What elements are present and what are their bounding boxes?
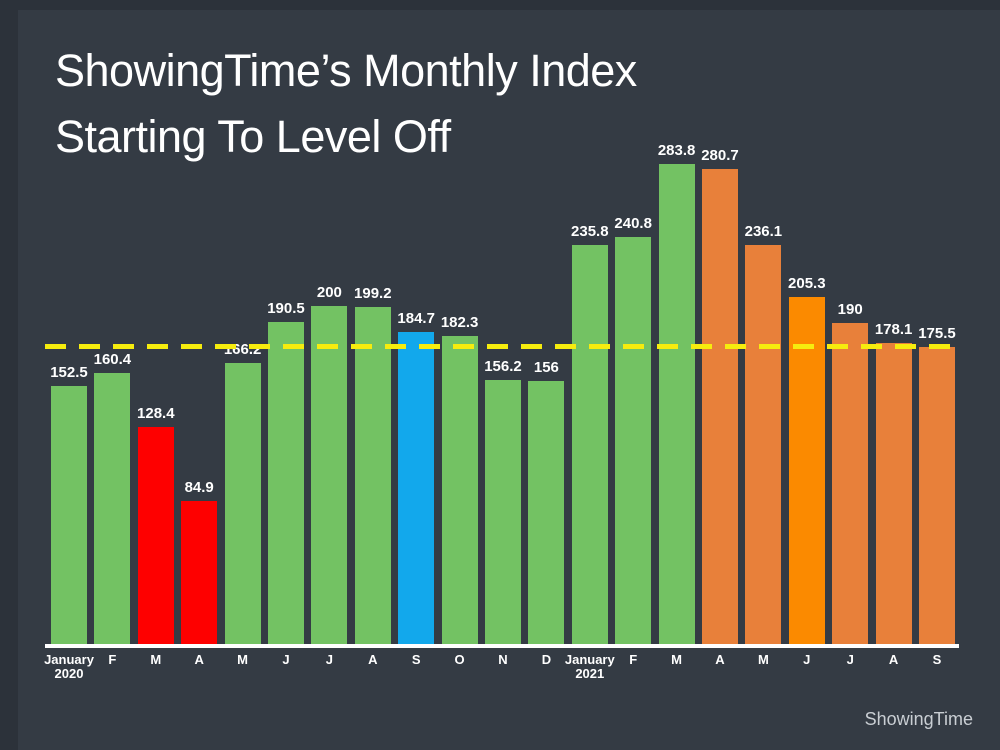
x-axis-label: D (541, 652, 552, 667)
bar-chart: 152.5 January 2020 160.4 F 128.4 M 84.9 A 166.2 M… (44, 142, 960, 681)
bar-value-label: 190.5 (267, 300, 305, 317)
bar-value-label: 200 (316, 284, 342, 301)
bar-j (788, 297, 825, 645)
slide-background: ShowingTime’s Monthly Index Starting To … (18, 10, 1000, 750)
bar-value-label: 160.4 (93, 351, 132, 368)
bar-o (441, 336, 478, 645)
bar-value-label: 236.1 (744, 223, 783, 240)
x-axis-label: J (325, 652, 333, 667)
bar-m (658, 164, 695, 645)
bar-s (398, 332, 435, 645)
x-axis-label: January 2021 (564, 652, 615, 681)
bar-m (224, 363, 261, 645)
showingtime-logo: ShowingTime (864, 709, 973, 729)
bar-value-label: 184.7 (397, 310, 435, 327)
x-axis-label: J (846, 652, 854, 667)
x-axis-label: A (888, 652, 899, 667)
bar-value-label: 190 (837, 301, 863, 318)
x-axis-label: M (757, 652, 769, 667)
bar-value-label: 182.3 (440, 314, 479, 331)
x-axis-label: A (194, 652, 204, 667)
bar-value-label: 152.5 (50, 364, 88, 381)
bar-a (354, 307, 391, 645)
bar-value-label: 156 (533, 359, 559, 376)
bar-value-label: 199.2 (354, 285, 392, 302)
x-axis-label: M (237, 652, 249, 667)
bar-value-label: 156.2 (484, 358, 522, 375)
bar-value-label: 84.9 (184, 479, 214, 496)
bar-value-label: 235.8 (571, 223, 609, 240)
bar-a (702, 169, 738, 645)
x-axis-label: N (498, 652, 508, 667)
bar-value-label: 205.3 (788, 275, 826, 292)
bar-j (268, 322, 304, 645)
chart-title-line2: Starting To Level Off (55, 111, 451, 162)
bar-m (745, 245, 782, 645)
bar-a (875, 343, 912, 645)
bar-s (919, 347, 955, 645)
bar-f (94, 373, 131, 645)
bar-n (485, 380, 521, 645)
x-axis-line (45, 644, 959, 648)
bar-value-label: 240.8 (614, 215, 652, 232)
x-axis-label: J (803, 652, 811, 667)
x-axis-label: January 2020 (44, 652, 94, 681)
bar-value-label: 280.7 (701, 147, 739, 164)
reference-dashed-line (45, 344, 958, 349)
bar-f (615, 237, 652, 645)
bar-m (137, 427, 174, 645)
bar-d (528, 381, 565, 645)
bar-january-2020 (51, 386, 87, 645)
x-axis-label: S (411, 652, 421, 667)
x-axis-label: M (150, 652, 162, 667)
chart-title-line1: ShowingTime’s Monthly Index (55, 45, 637, 96)
bar-j (832, 323, 869, 645)
chart-title: ShowingTime’s Monthly Index Starting To … (55, 38, 637, 170)
x-axis-label: F (108, 652, 117, 667)
bar-value-label: 178.1 (874, 321, 913, 338)
bar-a (181, 501, 218, 645)
bar-j (311, 306, 348, 645)
x-axis-label: A (715, 652, 725, 667)
bar-value-label: 175.5 (918, 325, 956, 342)
bar-value-label: 283.8 (657, 142, 696, 159)
bar-value-label: 128.4 (137, 405, 175, 422)
x-axis-label: A (368, 652, 378, 667)
x-axis-label: M (671, 652, 683, 667)
bar-january-2021 (571, 245, 608, 645)
x-axis-label: F (629, 652, 638, 667)
x-axis-label: J (282, 652, 290, 667)
x-axis-label: O (454, 652, 465, 667)
x-axis-label: S (932, 652, 942, 667)
